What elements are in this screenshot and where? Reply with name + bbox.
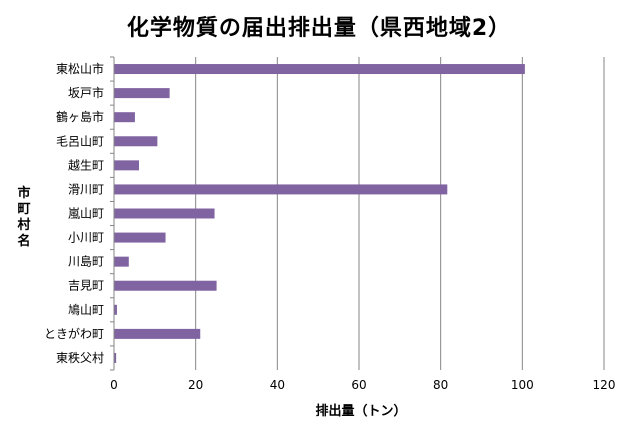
- bar-6: [114, 208, 215, 219]
- bar-8: [114, 256, 129, 267]
- chart-title: 化学物質の届出排出量（県西地域2）: [126, 16, 512, 41]
- x-tick-label-3: 60: [351, 378, 366, 392]
- y-tick-label-5: 滑川町: [68, 182, 104, 196]
- bar-1: [114, 88, 170, 99]
- y-tick-label-0: 東松山市: [56, 61, 104, 76]
- x-tick-label-6: 120: [593, 378, 616, 392]
- y-tick-label-8: 川島町: [68, 254, 104, 269]
- x-tick-label-5: 100: [511, 378, 534, 392]
- x-tick-label-2: 40: [270, 378, 285, 392]
- bar-2: [114, 112, 135, 123]
- x-tick-label-0: 0: [110, 378, 118, 392]
- bar-0: [114, 64, 525, 75]
- y-tick-label-10: 鳩山町: [68, 303, 104, 317]
- bar-11: [114, 328, 201, 339]
- bar-5: [114, 184, 448, 195]
- x-axis-title: 排出量（トン）: [315, 404, 407, 419]
- bar-12: [114, 352, 117, 363]
- y-tick-label-3: 毛呂山町: [56, 134, 104, 148]
- y-tick-label-9: 吉見町: [68, 279, 104, 293]
- y-tick-label-1: 坂戸市: [68, 85, 104, 100]
- y-tick-label-11: ときがわ町: [44, 326, 104, 341]
- y-tick-label-2: 鶴ヶ島市: [56, 109, 104, 124]
- y-tick-label-6: 嵐山町: [68, 207, 104, 221]
- bar-4: [114, 160, 139, 171]
- x-tick-label-4: 80: [433, 378, 448, 392]
- y-tick-label-7: 小川町: [68, 231, 104, 245]
- bar-9: [114, 280, 217, 291]
- y-axis-title: 市町村名: [17, 186, 31, 249]
- x-tick-label-1: 20: [188, 378, 203, 392]
- y-tick-label-12: 東秩父村: [56, 351, 104, 365]
- bar-10: [114, 304, 117, 315]
- y-tick-label-4: 越生町: [68, 158, 104, 172]
- bar-3: [114, 136, 158, 147]
- bar-7: [114, 232, 166, 243]
